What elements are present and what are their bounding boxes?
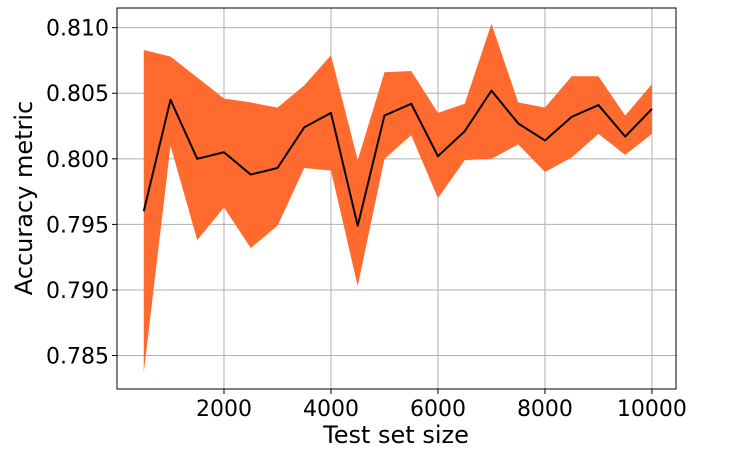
y-axis-ticks: 0.785 0.790 0.795 0.800 0.805 0.810 — [46, 17, 117, 370]
accuracy-mean-line — [142, 89, 653, 227]
y-tick-label: 0.805 — [46, 82, 109, 107]
y-tick-label: 0.810 — [46, 17, 109, 42]
plot-frame — [116, 7, 677, 390]
x-tick-label: 4000 — [303, 397, 359, 422]
x-tick-label: 8000 — [517, 397, 573, 422]
y-tick-label: 0.785 — [46, 345, 109, 370]
x-tick-label: 10000 — [617, 397, 687, 422]
x-tick-label: 2000 — [196, 397, 252, 422]
x-axis-ticks: 2000 4000 6000 8000 10000 — [196, 389, 687, 422]
x-tick-label: 6000 — [410, 397, 466, 422]
y-axis-label: Accuracy metric — [10, 101, 38, 295]
accuracy-confidence-band — [143, 23, 652, 373]
y-tick-label: 0.790 — [46, 279, 109, 304]
y-tick-label: 0.800 — [46, 148, 109, 173]
x-axis-label: Test set size — [322, 421, 469, 449]
y-tick-label: 0.795 — [46, 213, 109, 238]
